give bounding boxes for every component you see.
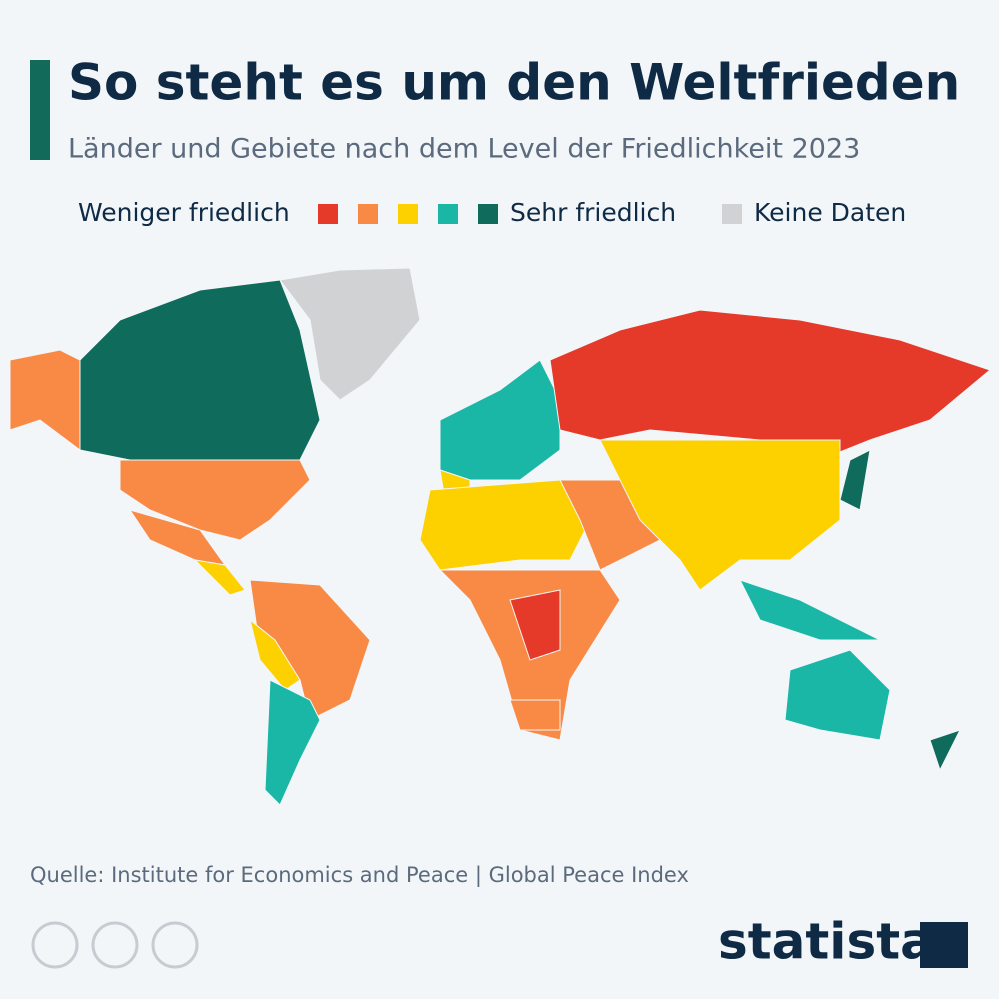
region bbox=[419, 479, 591, 571]
legend-swatch bbox=[478, 204, 498, 224]
legend-swatch bbox=[722, 204, 742, 224]
legend-swatch bbox=[438, 204, 458, 224]
cc-icon bbox=[31, 921, 79, 969]
region bbox=[929, 729, 961, 772]
region bbox=[264, 679, 321, 806]
legend-swatch bbox=[358, 204, 378, 224]
world-map bbox=[9, 267, 992, 806]
region bbox=[249, 618, 301, 691]
accent-bar bbox=[30, 60, 50, 160]
region bbox=[739, 579, 881, 641]
region bbox=[279, 267, 421, 401]
region bbox=[784, 649, 891, 741]
region bbox=[839, 449, 871, 511]
legend-low: Weniger friedlich bbox=[78, 198, 290, 227]
license-icons bbox=[31, 921, 199, 969]
by-icon bbox=[91, 921, 139, 969]
nd-icon bbox=[151, 921, 199, 969]
brand-icon bbox=[920, 922, 968, 968]
region bbox=[439, 359, 561, 481]
region bbox=[79, 279, 321, 481]
region bbox=[549, 309, 992, 461]
legend-swatch bbox=[318, 204, 338, 224]
region bbox=[509, 589, 561, 661]
region bbox=[9, 349, 81, 451]
legend-high: Sehr friedlich bbox=[510, 198, 676, 227]
brand-logo: statista bbox=[718, 913, 934, 971]
legend-swatch bbox=[398, 204, 418, 224]
region bbox=[119, 459, 311, 541]
source: Quelle: Institute for Economics and Peac… bbox=[30, 863, 689, 888]
subtitle: Länder und Gebiete nach dem Level der Fr… bbox=[68, 134, 860, 165]
region bbox=[509, 699, 561, 731]
legend-no-data: Keine Daten bbox=[754, 198, 906, 227]
legend: Weniger friedlich Sehr friedlich Keine D… bbox=[78, 198, 906, 227]
region bbox=[193, 559, 246, 596]
region bbox=[599, 439, 841, 591]
title: So steht es um den Weltfrieden bbox=[68, 54, 960, 112]
